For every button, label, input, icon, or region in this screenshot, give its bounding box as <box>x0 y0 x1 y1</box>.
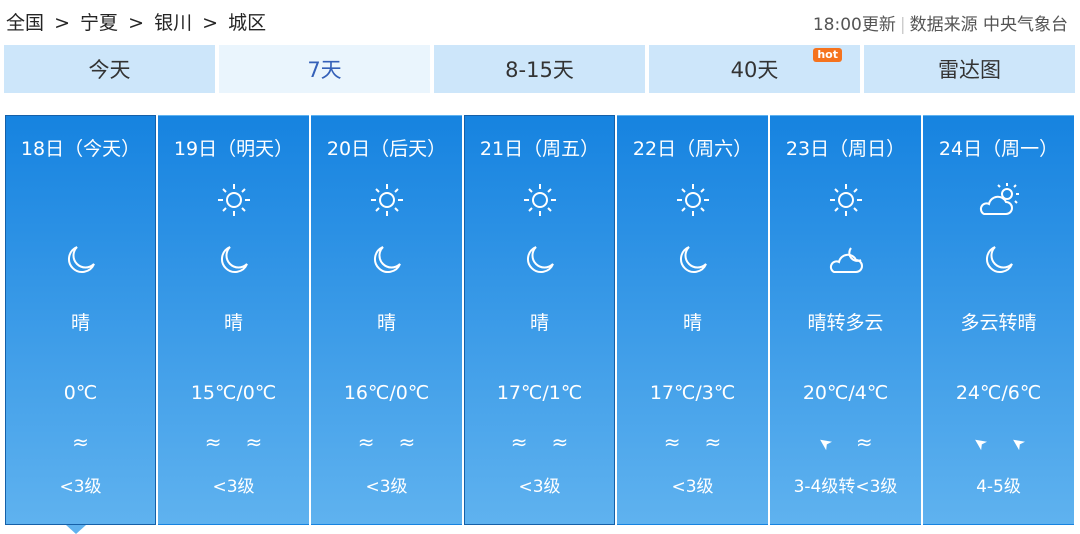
day-date: 19日（明天） <box>173 138 294 160</box>
temperature: 20℃/4℃ <box>802 382 889 404</box>
day-date: 22日（周六） <box>632 138 753 160</box>
wind-level: 4-5级 <box>976 477 1021 497</box>
crumb-yinchuan[interactable]: 银川 <box>154 12 193 34</box>
tab-40days[interactable]: 40天 hot <box>649 45 860 93</box>
weather-text: 晴 <box>682 312 702 334</box>
cloud-moon-icon <box>771 240 920 280</box>
day-date: 18日（今天） <box>20 138 141 160</box>
tab-today[interactable]: 今天 <box>4 45 215 93</box>
temperature: 17℃/3℃ <box>649 382 736 404</box>
day-card[interactable]: 24日（周一） 多云转晴 24℃/6℃ ➤ ➤ 4-5级 <box>923 115 1074 525</box>
tab-label: 7天 <box>307 58 342 82</box>
wind-wave-icon: ≈ <box>704 430 722 454</box>
wind-wave-icon: ≈ <box>245 430 263 454</box>
crumb-sep: > <box>54 12 70 34</box>
cloud-sun-icon <box>924 180 1073 220</box>
tab-label: 雷达图 <box>938 58 1001 82</box>
day-card[interactable]: 23日（周日） 晴转多云 20℃/4℃ ➤ ≈ 3-4级转<3级 <box>770 115 921 525</box>
data-source: 数据来源 中央气象台 <box>909 15 1068 35</box>
update-time: 18:00更新 <box>812 15 896 35</box>
selected-pointer <box>66 525 86 534</box>
wind-direction: ≈ <box>6 430 155 454</box>
wind-wave-icon: ≈ <box>398 430 416 454</box>
weather-text: 晴转多云 <box>807 312 884 334</box>
tab-7days[interactable]: 7天 <box>219 45 430 93</box>
day-card[interactable]: 22日（周六） 晴 17℃/3℃ ≈ ≈ <3级 <box>617 115 768 525</box>
source-info: 18:00更新 | 数据来源 中央气象台 <box>812 15 1068 35</box>
day-date: 24日（周一） <box>938 138 1059 160</box>
temperature: 15℃/0℃ <box>190 382 277 404</box>
temperature: 16℃/0℃ <box>343 382 430 404</box>
wind-direction: ➤ ≈ <box>771 430 920 456</box>
sun-icon <box>618 180 767 220</box>
sun-icon <box>312 180 461 220</box>
forecast-days: 18日（今天） 晴 0℃ ≈ <3级 19日（明天） 晴 15℃/0℃ ≈ ≈ <3… <box>5 115 1074 525</box>
sun-icon <box>771 180 920 220</box>
moon-icon <box>924 240 1073 280</box>
day-date: 21日（周五） <box>479 138 600 160</box>
temperature: 17℃/1℃ <box>496 382 583 404</box>
wind-level: <3级 <box>518 477 561 497</box>
wind-wave-icon: ≈ <box>510 430 528 454</box>
wind-level: <3级 <box>365 477 408 497</box>
weather-text: 晴 <box>529 312 549 334</box>
temperature: 0℃ <box>63 382 98 404</box>
wind-arrow-icon: ➤ <box>1006 431 1029 456</box>
wind-wave-icon: ≈ <box>204 430 222 454</box>
tab-label: 今天 <box>88 58 131 82</box>
wind-arrow-icon: ➤ <box>968 431 991 456</box>
tab-bar: 今天 7天 8-15天 40天 hot 雷达图 <box>4 45 1075 93</box>
wind-level: <3级 <box>212 477 255 497</box>
weather-text: 晴 <box>376 312 396 334</box>
moon-icon <box>159 240 308 280</box>
weather-text: 多云转晴 <box>960 312 1037 334</box>
tab-8-15days[interactable]: 8-15天 <box>434 45 645 93</box>
temperature: 24℃/6℃ <box>955 382 1042 404</box>
tab-label: 8-15天 <box>505 58 574 82</box>
weather-text: 晴 <box>223 312 243 334</box>
day-date: 20日（后天） <box>326 138 447 160</box>
wind-direction: ≈ ≈ <box>312 430 461 454</box>
sun-icon <box>465 180 614 220</box>
wind-wave-icon: ≈ <box>855 430 873 454</box>
moon-icon <box>312 240 461 280</box>
wind-wave-icon: ≈ <box>551 430 569 454</box>
crumb-sep: > <box>128 12 145 34</box>
day-date: 23日（周日） <box>785 138 906 160</box>
crumb-national[interactable]: 全国 <box>6 12 45 34</box>
day-card[interactable]: 19日（明天） 晴 15℃/0℃ ≈ ≈ <3级 <box>158 115 309 525</box>
wind-direction: ≈ ≈ <box>159 430 308 454</box>
day-card[interactable]: 18日（今天） 晴 0℃ ≈ <3级 <box>5 115 156 525</box>
wind-wave-icon: ≈ <box>663 430 681 454</box>
wind-wave-icon: ≈ <box>357 430 375 454</box>
tab-radar[interactable]: 雷达图 <box>864 45 1075 93</box>
sun-icon <box>159 180 308 220</box>
weather-text: 晴 <box>70 312 90 334</box>
wind-direction: ➤ ➤ <box>924 430 1073 456</box>
tab-label: 40天 <box>730 58 779 82</box>
moon-icon <box>618 240 767 280</box>
hot-badge: hot <box>813 48 842 62</box>
moon-icon <box>465 240 614 280</box>
wind-wave-icon: ≈ <box>72 430 89 454</box>
crumb-sep: > <box>202 12 219 34</box>
wind-level: <3级 <box>59 477 102 497</box>
wind-direction: ≈ ≈ <box>618 430 767 454</box>
crumb-chengqu: 城区 <box>228 12 267 34</box>
empty-icon <box>6 180 155 220</box>
day-card[interactable]: 21日（周五） 晴 17℃/1℃ ≈ ≈ <3级 <box>464 115 615 525</box>
day-card[interactable]: 20日（后天） 晴 16℃/0℃ ≈ ≈ <3级 <box>311 115 462 525</box>
wind-arrow-icon: ➤ <box>814 431 837 456</box>
wind-direction: ≈ ≈ <box>465 430 614 454</box>
wind-level: 3-4级转<3级 <box>793 477 898 497</box>
moon-icon <box>6 240 155 280</box>
breadcrumb: 全国 > 宁夏 > 银川 > 城区 <box>6 8 270 35</box>
crumb-ningxia[interactable]: 宁夏 <box>80 12 119 34</box>
wind-level: <3级 <box>671 477 714 497</box>
